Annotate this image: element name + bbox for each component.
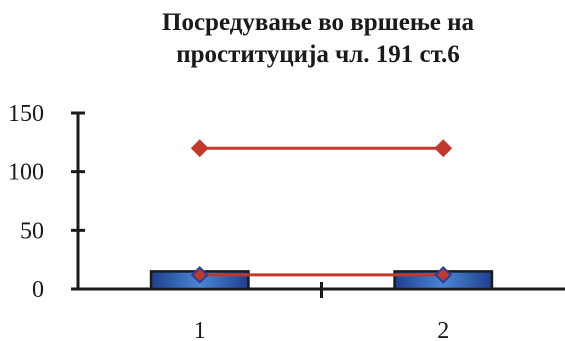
marker-2-0 xyxy=(190,266,209,284)
chart-title: Посредување во вршење на проституција чл… xyxy=(162,9,474,68)
chart-title-line-2: проституција чл. 191 ст.6 xyxy=(176,41,460,68)
marker-1-1 xyxy=(434,139,453,158)
x-tick-label-0: 1 xyxy=(194,318,206,341)
y-tick-label-2: 100 xyxy=(8,160,44,186)
x-tick-label-1: 2 xyxy=(437,318,449,341)
line-series xyxy=(190,139,453,284)
marker-2-1 xyxy=(434,266,453,284)
y-tick-label-0: 0 xyxy=(32,277,44,303)
y-tick-label-1: 50 xyxy=(20,218,44,244)
y-tick-label-3: 150 xyxy=(8,101,44,127)
marker-1-0 xyxy=(190,139,209,158)
chart-title-line-1: Посредување во вршење на xyxy=(162,9,474,36)
tick-labels: 0 50 100 150 1 2 xyxy=(8,101,449,341)
